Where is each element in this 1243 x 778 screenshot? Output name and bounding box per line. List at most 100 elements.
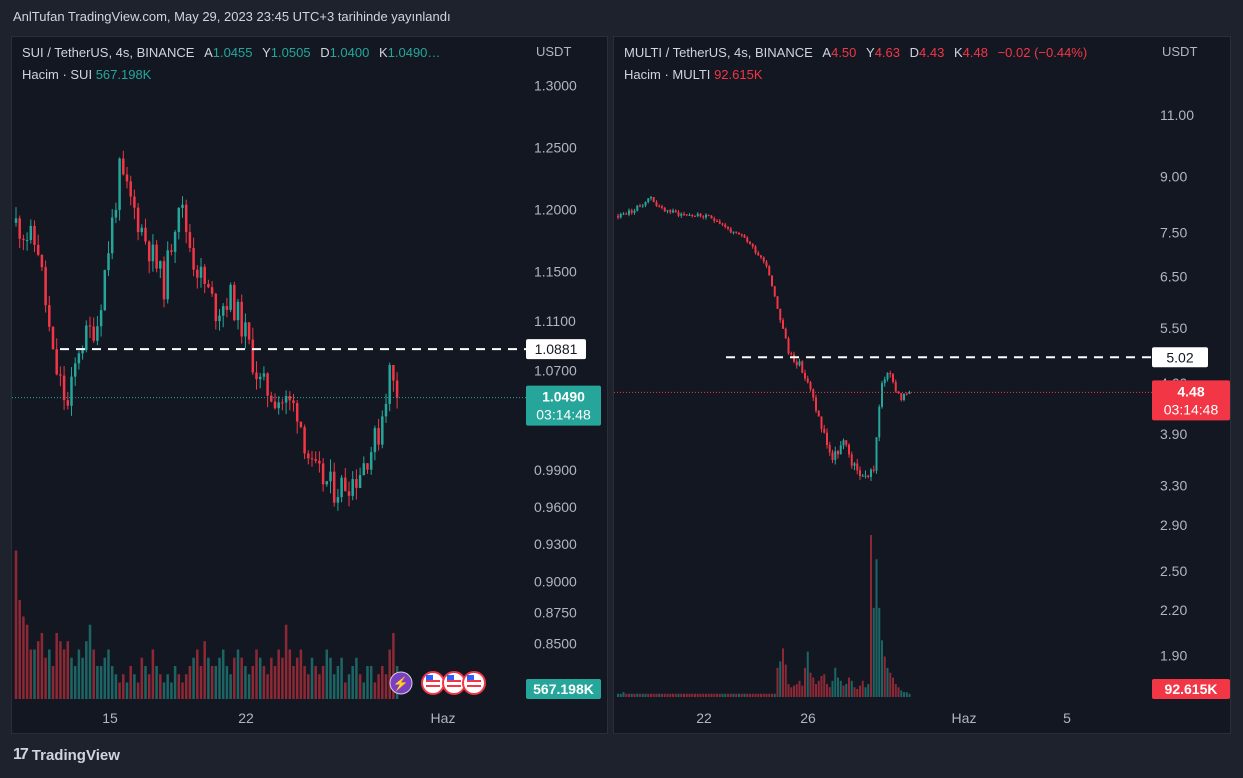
candle-body xyxy=(332,471,336,503)
candle-body xyxy=(768,266,771,276)
candle-body xyxy=(749,241,751,244)
volume-bar xyxy=(650,693,652,697)
multi-chart-panel[interactable]: 11.009.007.506.505.504.603.903.302.902.5… xyxy=(613,36,1231,734)
volume-bar xyxy=(351,666,354,699)
candle-body xyxy=(801,361,804,373)
volume-bar xyxy=(233,657,236,699)
candle-body xyxy=(685,214,688,216)
last-price-tag xyxy=(1152,380,1230,421)
multi-chart-canvas[interactable]: 11.009.007.506.505.504.603.903.302.902.5… xyxy=(614,37,1232,735)
volume-bar xyxy=(666,693,669,697)
volume-bar xyxy=(14,550,18,699)
candle-body xyxy=(765,261,768,267)
candle-body xyxy=(892,374,894,382)
volume-bar xyxy=(757,693,760,697)
y-tick-label-10: 2.20 xyxy=(1160,602,1187,618)
y-tick-label-7: 3.30 xyxy=(1160,477,1187,493)
candle-body xyxy=(162,261,166,300)
volume-bar xyxy=(110,666,114,699)
candle-body xyxy=(85,325,88,351)
candle-body xyxy=(355,479,358,488)
candle-body xyxy=(258,376,262,380)
volume-bar xyxy=(655,693,658,697)
candle-body xyxy=(110,217,114,254)
sui-close-key: K xyxy=(378,45,388,60)
volume-bar xyxy=(713,693,716,697)
candle-body xyxy=(707,214,710,216)
volume-bar xyxy=(622,692,625,697)
multi-symbol[interactable]: MULTI / TetherUS, 4s, BINANCE xyxy=(624,45,813,60)
candle-body xyxy=(633,210,636,213)
volume-bar xyxy=(170,682,173,699)
volume-bar xyxy=(103,657,107,699)
candle-body xyxy=(798,361,801,366)
candle-body xyxy=(790,353,793,355)
volume-bar xyxy=(66,641,70,699)
volume-bar xyxy=(685,693,688,697)
sui-chart-canvas[interactable]: 1.30001.25001.20001.15001.11001.07001.03… xyxy=(12,37,609,735)
volume-bar xyxy=(892,677,894,697)
candle-body xyxy=(735,231,738,233)
volume-bar xyxy=(738,693,740,697)
candle-body xyxy=(292,400,295,404)
candle-body xyxy=(817,410,820,417)
candle-body xyxy=(746,237,749,242)
volume-bar xyxy=(886,667,889,697)
volume-bar xyxy=(710,693,713,697)
volume-bar xyxy=(258,657,262,699)
volume-bar xyxy=(292,666,295,699)
candle-body xyxy=(691,214,694,216)
volume-bar xyxy=(99,666,103,699)
volume-bar xyxy=(247,674,251,699)
volume-bar xyxy=(203,641,206,699)
volume-bar xyxy=(903,692,905,697)
y-tick-label-0: 11.00 xyxy=(1160,107,1194,123)
candle-body xyxy=(25,239,29,241)
volume-bar xyxy=(897,687,900,697)
candle-body xyxy=(828,445,831,453)
candle-body xyxy=(641,205,644,207)
volume-bar xyxy=(362,682,366,699)
candle-body xyxy=(66,400,70,406)
sui-volume-value: 567.198K xyxy=(95,67,152,82)
candle-body xyxy=(699,213,702,217)
volume-bar xyxy=(22,616,25,699)
volume-bar xyxy=(842,685,845,697)
tradingview-logo[interactable]: 17 TradingView xyxy=(13,746,120,764)
volume-bar xyxy=(787,684,790,697)
sui-chart-panel[interactable]: 1.30001.25001.20001.15001.11001.07001.03… xyxy=(11,36,608,734)
tradingview-logo-icon: 17 xyxy=(13,746,29,763)
volume-bar xyxy=(680,693,683,697)
volume-bar xyxy=(88,624,92,699)
us-flag-canton xyxy=(447,675,454,680)
volume-bar xyxy=(25,624,29,699)
volume-bar xyxy=(707,693,710,697)
volume-bar xyxy=(831,680,834,697)
volume-bar xyxy=(192,657,195,699)
candle-body xyxy=(886,372,889,380)
candle-body xyxy=(70,376,73,406)
volume-bar xyxy=(310,657,314,699)
candle-body xyxy=(88,325,92,327)
us-flag-stripe xyxy=(426,680,440,682)
y-tick-label-11: 1.90 xyxy=(1160,647,1187,663)
volume-bar xyxy=(867,684,870,697)
candle-body xyxy=(81,350,84,354)
candle-body xyxy=(903,393,905,401)
volume-bar xyxy=(768,693,771,697)
candle-body xyxy=(729,228,732,233)
candle-body xyxy=(199,266,203,278)
volume-bar xyxy=(628,693,630,697)
last-price-label: 1.0490 xyxy=(542,389,585,405)
volume-bar xyxy=(705,693,707,697)
us-flag-stripe xyxy=(447,685,461,687)
volume-bar xyxy=(314,666,317,699)
candle-body xyxy=(347,491,351,496)
candle-body xyxy=(713,218,716,221)
sui-symbol[interactable]: SUI / TetherUS, 4s, BINANCE xyxy=(22,45,195,60)
volume-bar xyxy=(207,657,210,699)
candle-body xyxy=(859,470,861,476)
candle-body xyxy=(133,196,136,208)
volume-bar xyxy=(355,657,358,699)
candle-body xyxy=(630,210,633,213)
